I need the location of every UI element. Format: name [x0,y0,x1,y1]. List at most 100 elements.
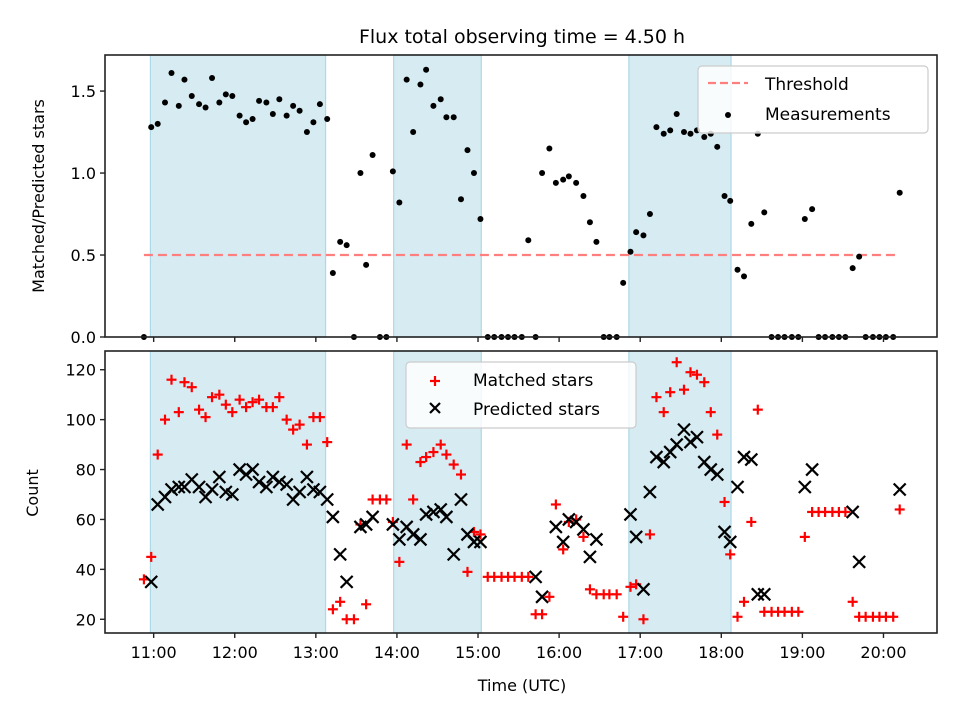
predicted-star-point [272,475,287,489]
measurement-point [168,70,175,77]
matched-star-point [267,402,278,413]
bottom-legend: Matched stars Predicted stars [405,361,637,429]
measurement-point [714,143,721,150]
predicted-star-point [737,450,751,464]
predicted-star-point [710,467,725,482]
bottom-y-ticks: 20 40 60 80 100 120 [65,361,105,629]
matched-star-point [462,566,473,577]
matched-star-point [415,457,426,468]
measurement-point [303,129,310,136]
measurement-point [640,232,647,239]
matched-star-point [894,504,905,515]
predicted-star-point [730,480,745,494]
matched-star-point [288,424,299,435]
matched-star-point [186,382,197,393]
matched-star-point [408,494,419,505]
measurement-point [620,279,627,286]
matched-star-point [578,531,589,542]
y-tick-label: 120 [65,361,96,380]
matched-star-point [544,591,555,602]
predicted-star-point [656,455,671,469]
measurement-point [680,129,687,136]
matched-star-point [247,397,258,408]
predicted-star-point [535,590,549,604]
y-tick-label: 80 [76,461,96,480]
matched-star-point [234,394,245,405]
measurement-point [324,115,331,122]
matched-star-point [691,369,702,380]
predicted-star-point [433,502,448,517]
measurement-point [437,96,444,103]
measurement-point [283,112,290,119]
measurement-point [748,220,755,227]
x-tick-label: 13:00 [293,643,339,662]
measurement-point [276,96,283,103]
predicted-star-point [172,480,186,494]
measurement-point [181,76,188,83]
matched-star-point [241,402,252,413]
matched-star-point [173,407,184,418]
matched-star-point [146,551,157,562]
measurement-point [727,197,734,204]
measurement-point [646,211,653,218]
matched-star-point [739,596,750,607]
predicted-star-point [805,462,819,477]
predicted-star-point [446,547,461,562]
predicted-star-point [757,587,772,602]
y-tick-label: 100 [65,411,96,430]
predicted-star-point [454,492,468,507]
matched-star-point [220,399,231,410]
predicted-star-point [386,517,400,532]
measurement-point [457,196,464,203]
predicted-star-point [669,437,684,452]
measurement-point [430,102,437,109]
matched-star-point [200,412,211,423]
x-tick-label: 19:00 [779,643,825,662]
matched-star-point [207,392,218,403]
measurement-point [162,99,169,106]
predicted-star-point [326,510,340,524]
measurement-point [721,193,728,199]
bottom-axes-frame [104,350,938,634]
measurement-point [450,114,457,121]
matched-star-point [799,531,810,542]
predicted-star-point [164,482,179,497]
y-tick-label: 20 [76,610,96,629]
matched-star-point [322,437,333,448]
x-tick-label: 20:00 [860,643,906,662]
measurement-point [525,237,532,244]
measurement-point [565,173,572,180]
predicted-stars-points [144,422,907,604]
legend-matched-swatch [430,376,440,386]
measurement-point [593,238,600,245]
predicted-star-point [892,482,907,497]
matched-star-point [638,614,649,625]
predicted-star-point [259,480,274,494]
measurement-point [580,193,587,199]
predicted-star-point [576,522,591,537]
matched-star-point [523,571,534,582]
measurement-point [148,124,155,131]
measurement-point [552,179,559,186]
predicted-star-point [852,555,866,569]
matched-star-point [441,449,452,460]
matched-star-point [840,506,851,517]
measurement-point [202,104,209,111]
predicted-star-point [583,550,597,564]
measurement-point [464,147,471,154]
measurement-point [403,76,410,83]
predicted-star-point [212,470,227,484]
matched-star-point [281,414,292,425]
measurement-point [363,261,370,268]
measurement-point [734,266,741,273]
predicted-star-point [279,477,294,492]
measurement-point [443,114,450,121]
matched-star-point [685,367,696,378]
measurement-point [701,133,708,140]
predicted-star-point [252,475,266,489]
matched-star-point [746,516,757,527]
predicted-star-point [649,450,664,464]
predicted-star-point [562,512,576,527]
predicted-star-point [292,485,307,499]
measurement-point [290,102,297,109]
